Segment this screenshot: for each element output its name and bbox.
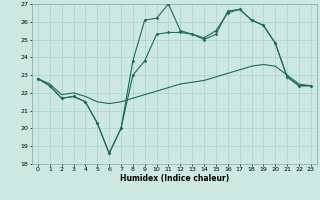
X-axis label: Humidex (Indice chaleur): Humidex (Indice chaleur) [120, 174, 229, 183]
